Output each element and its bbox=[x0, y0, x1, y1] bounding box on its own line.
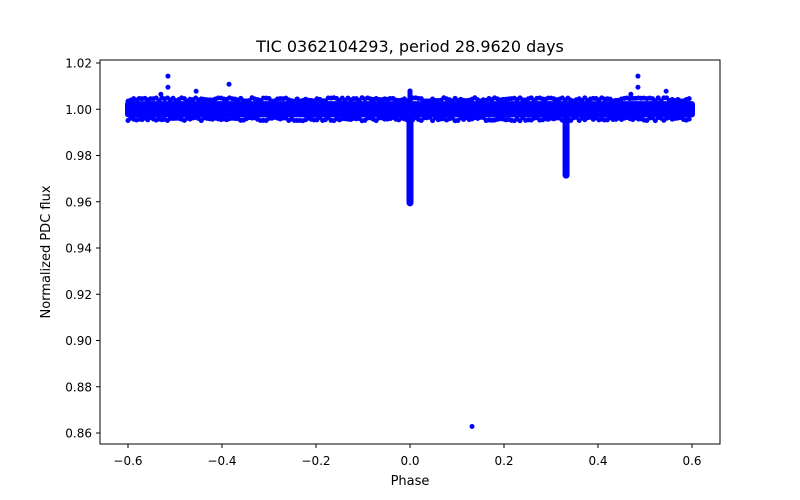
x-tick-label: 0.6 bbox=[682, 454, 701, 468]
y-tick-label: 0.88 bbox=[65, 380, 92, 394]
y-tick-label: 0.90 bbox=[65, 334, 92, 348]
y-tick-label: 0.96 bbox=[65, 195, 92, 209]
y-tick-label: 0.92 bbox=[65, 288, 92, 302]
x-tick-label: −0.4 bbox=[207, 454, 236, 468]
x-tick-label: 0.4 bbox=[588, 454, 607, 468]
x-tick-label: 0.2 bbox=[494, 454, 513, 468]
y-tick-label: 0.94 bbox=[65, 242, 92, 256]
y-tick-label: 1.02 bbox=[65, 57, 92, 71]
x-axis-ticks: −0.6 −0.4 −0.2 0.0 0.2 0.4 0.6 bbox=[113, 444, 702, 468]
y-tick-label: 1.00 bbox=[65, 103, 92, 117]
scatter-points bbox=[125, 73, 695, 430]
x-axis-label: Phase bbox=[391, 474, 430, 489]
x-tick-label: 0.0 bbox=[400, 454, 419, 468]
chart-title: TIC 0362104293, period 28.9620 days bbox=[255, 37, 564, 56]
y-axis-ticks: 0.86 0.88 0.90 0.92 0.94 0.96 0.98 1.00 1.02 bbox=[65, 57, 100, 441]
y-tick-label: 0.86 bbox=[65, 427, 92, 441]
x-tick-label: −0.6 bbox=[113, 454, 142, 468]
x-tick-label: −0.2 bbox=[301, 454, 330, 468]
y-tick-label: 0.98 bbox=[65, 149, 92, 163]
y-axis-label: Normalized PDC flux bbox=[39, 185, 54, 318]
